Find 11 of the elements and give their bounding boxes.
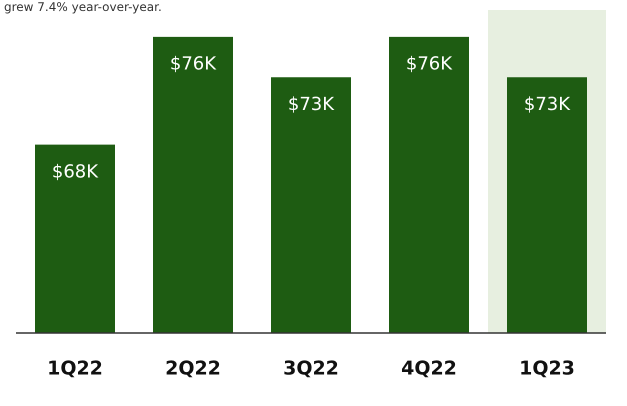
x-tick-label: 4Q22 — [401, 357, 457, 380]
x-tick-label: 3Q22 — [283, 357, 339, 380]
data-label: $73K — [288, 94, 336, 116]
chart-subtitle: grew 7.4% year-over-year. — [4, 0, 162, 14]
data-label: $76K — [170, 54, 218, 75]
data-label: $76K — [406, 54, 454, 75]
data-label: $73K — [524, 94, 572, 116]
x-tick-label: 1Q22 — [47, 357, 103, 380]
x-tick-label: 2Q22 — [165, 357, 221, 380]
data-label: $68K — [52, 161, 100, 182]
x-tick-label: 1Q23 — [519, 357, 575, 380]
